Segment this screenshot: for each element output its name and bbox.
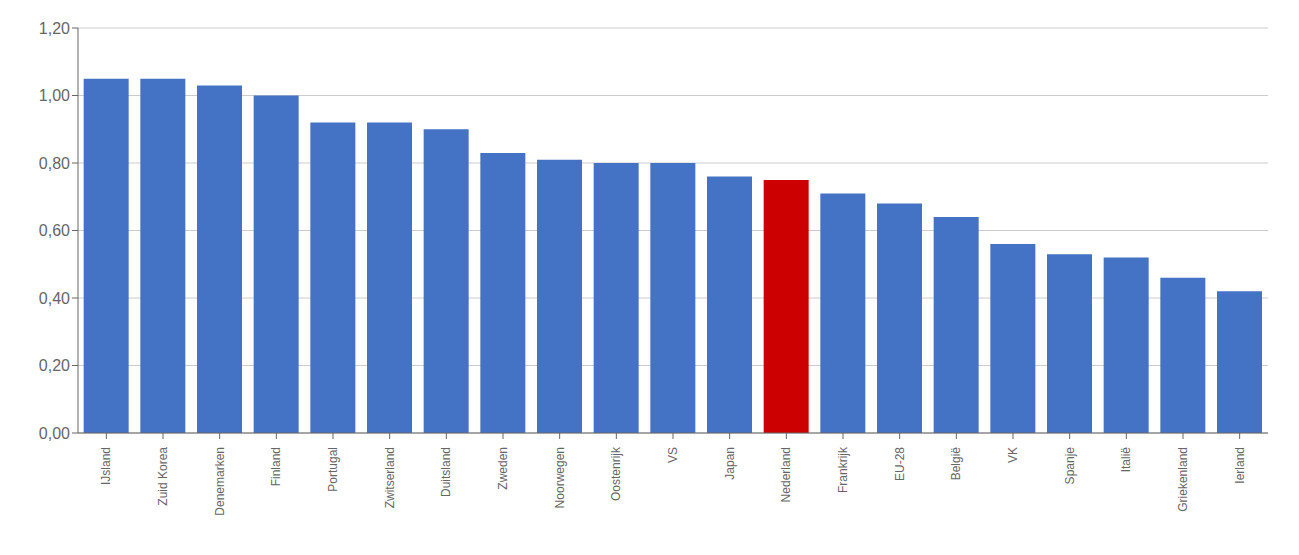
- svg-text:EU-28: EU-28: [893, 447, 907, 481]
- svg-text:Finland: Finland: [269, 447, 283, 486]
- svg-text:Zuid Korea: Zuid Korea: [156, 447, 170, 506]
- svg-text:Spanje: Spanje: [1063, 447, 1077, 485]
- svg-text:0,60: 0,60: [39, 222, 70, 239]
- svg-text:VK: VK: [1006, 447, 1020, 463]
- svg-text:Griekenland: Griekenland: [1176, 447, 1190, 512]
- svg-text:Japan: Japan: [723, 447, 737, 480]
- svg-text:0,20: 0,20: [39, 357, 70, 374]
- svg-text:0,80: 0,80: [39, 155, 70, 172]
- svg-text:Ierland: Ierland: [1233, 447, 1247, 484]
- svg-text:Denemarken: Denemarken: [213, 447, 227, 516]
- svg-text:Italië: Italië: [1119, 447, 1133, 473]
- svg-text:0,00: 0,00: [39, 425, 70, 442]
- svg-text:Noorwegen: Noorwegen: [553, 447, 567, 508]
- svg-text:1,20: 1,20: [39, 20, 70, 37]
- svg-text:Zweden: Zweden: [496, 447, 510, 490]
- svg-text:1,00: 1,00: [39, 87, 70, 104]
- svg-text:VS: VS: [666, 447, 680, 463]
- svg-text:Nederland: Nederland: [779, 447, 793, 502]
- svg-text:IJsland: IJsland: [99, 447, 113, 485]
- svg-text:België: België: [949, 447, 963, 481]
- svg-text:0,40: 0,40: [39, 290, 70, 307]
- svg-text:Oostenrijk: Oostenrijk: [609, 446, 623, 501]
- svg-text:Portugal: Portugal: [326, 447, 340, 492]
- svg-text:Zwitserland: Zwitserland: [383, 447, 397, 508]
- svg-text:Duitsland: Duitsland: [439, 447, 453, 497]
- svg-text:Frankrijk: Frankrijk: [836, 446, 850, 493]
